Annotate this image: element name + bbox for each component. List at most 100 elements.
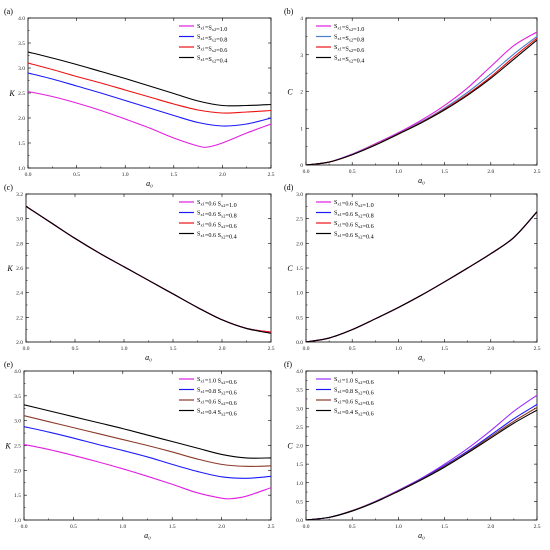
- panel-c-xtick-label: 0.5: [72, 346, 79, 352]
- panel-e-ytick-label: 2.0: [14, 468, 21, 474]
- panel-a-xtick-label: 0.5: [73, 172, 80, 178]
- panel-f-xtick-label: 1.5: [441, 524, 448, 530]
- panel-b-ytick-label: 2: [300, 90, 303, 96]
- panel-a-xtick-label: 2.0: [219, 172, 226, 178]
- panel-f-xtick-label: 2.0: [487, 524, 494, 530]
- panel-d-ytick-label: 3.0: [296, 192, 303, 198]
- panel-c-ytick-label: 2.2: [16, 315, 23, 321]
- panel-b-xtick-label: 0.5: [349, 169, 356, 175]
- panel-b-legend-label: Sx1=Sx2=0.6: [334, 44, 364, 54]
- panel-d-ytick-label: 0.0: [296, 340, 303, 346]
- panel-b-series-line-4: [306, 39, 537, 165]
- panel-f-legend-label: Sx1=0.8 Sx2=0.6: [334, 387, 374, 397]
- panel-e-xtick-label: 1.0: [119, 524, 126, 530]
- panel-a-series-line-1: [28, 90, 271, 148]
- panel-e-label: (e): [4, 360, 13, 369]
- panel-a-ytick-label: 3.5: [18, 41, 25, 47]
- panel-b-xtick-label: 0.0: [303, 169, 310, 175]
- panel-a-legend-label: Sx1=Sx2=0.8: [197, 34, 227, 44]
- panel-d-xtick-label: 0.0: [303, 346, 310, 352]
- panel-f-xtick-label: 1.0: [395, 524, 402, 530]
- panel-d-series-line-4: [306, 211, 537, 342]
- panel-c-xtick-label: 0.0: [23, 346, 30, 352]
- panel-e-ytick-label: 3.5: [14, 394, 21, 400]
- panel-b-xlabel: a₀: [418, 176, 425, 185]
- panel-d-xtick-label: 1.5: [441, 346, 448, 352]
- panel-f-ytick-label: 1.5: [296, 462, 303, 468]
- panel-b-series-line-1: [306, 31, 537, 165]
- panel-f-ytick-label: 3.0: [296, 406, 303, 412]
- panel-e-xtick-label: 0.5: [70, 524, 77, 530]
- panel-c-ytick-label: 2.4: [16, 291, 23, 297]
- panel-d-ytick-label: 1.5: [296, 266, 303, 272]
- panel-d-xtick-label: 2.0: [487, 346, 494, 352]
- panel-e: 0.0 0.5 1.0 1.5 2.0 2.5 1.0 1.5 2.0 2.5 3.0 3.5 4.0(…: [4, 360, 275, 540]
- panel-a-ytick-label: 2.0: [18, 116, 25, 122]
- panel-a-xlabel: a₀: [146, 179, 153, 188]
- panel-f-series-line-3: [306, 407, 537, 520]
- panel-e-legend-label: Sx1=0.8 Sx2=0.6: [197, 387, 237, 397]
- panel-e-legend-label: Sx1=0.6 Sx2=0.6: [197, 397, 237, 407]
- panel-d-legend-label: Sx1=0.6 Sx2=0.6: [334, 220, 374, 230]
- panel-a-ytick-label: 1.5: [18, 141, 25, 147]
- panel-c-xtick-label: 1.5: [170, 346, 177, 352]
- panel-f-ytick-label: 0.0: [296, 518, 303, 524]
- panel-b-ytick-label: 3: [300, 53, 303, 59]
- panel-e-series-line-2: [24, 426, 271, 479]
- panel-d-legend-label: Sx1=0.6 Sx2=0.8: [334, 210, 374, 220]
- panel-b-ytick-label: 0: [300, 163, 303, 169]
- panel-f-label: (f): [284, 360, 292, 369]
- panel-c-legend-label: Sx1=0.6 Sx2=0.4: [197, 231, 237, 241]
- panel-a-ytick-label: 2.5: [18, 91, 25, 97]
- panel-e-xlabel: a₀: [144, 531, 151, 540]
- panel-a-frame: [27, 17, 272, 169]
- panel-c-ytick-label: 3.2: [16, 192, 23, 198]
- panel-a-xtick-label: 1.5: [170, 172, 177, 178]
- panel-d-series-line-2: [306, 211, 537, 342]
- panel-b-ytick-label: 1: [300, 126, 303, 132]
- panel-b-legend-label: Sx1=Sx2=1.0: [334, 23, 364, 33]
- panel-e-ytick-label: 2.5: [14, 444, 21, 450]
- panel-f: 0.0 0.5 1.0 1.5 2.0 2.5 0.0 0.5 1.0 1.5 2.0 2.5 3.0 3…: [284, 360, 541, 540]
- panel-c-xtick-label: 2.0: [219, 346, 226, 352]
- panel-a: 0.0 0.5 1.0 1.5 2.0 2.5 1.0 1.5 2.0 2.5 3.0 3.5 4.0 (…: [4, 7, 275, 188]
- panel-d-xtick-label: 2.5: [534, 346, 541, 352]
- panel-b-label: (b): [284, 7, 294, 16]
- panel-b-ylabel: C: [287, 88, 293, 97]
- panel-f-ytick-label: 0.5: [296, 499, 303, 505]
- panel-f-xlabel: a₀: [418, 531, 425, 540]
- panel-f-ylabel: C: [287, 442, 293, 451]
- panel-d-legend-label: Sx1=0.6 Sx2=0.4: [334, 231, 374, 241]
- panel-a-ytick-label: 1.0: [18, 166, 25, 172]
- panel-e-legend-label: Sx1=0.4 Sx2=0.6: [197, 408, 237, 418]
- panel-a-ytick-label: 3.0: [18, 66, 25, 72]
- panel-a-series-line-2: [28, 72, 271, 127]
- panel-f-xtick-label: 0.0: [303, 524, 310, 530]
- panel-e-ytick-label: 1.5: [14, 493, 21, 499]
- panel-b: 0.0 0.5 1.0 1.5 2.0 2.5 0 1 2 3 4 (b) a₀ C Sx1=Sx2=1.0…: [284, 7, 541, 185]
- panel-f-ytick-label: 2.0: [296, 444, 303, 450]
- panel-c-ytick-label: 2.8: [16, 241, 23, 247]
- panel-f-series-line-2: [306, 404, 537, 520]
- panel-c-label: (c): [4, 183, 13, 192]
- panel-e-legend-label: Sx1=1.0 Sx2=0.6: [197, 376, 237, 386]
- panel-e-series-line-3: [24, 415, 271, 467]
- panel-c-series-line-4: [26, 205, 271, 334]
- panel-f-ytick-label: 1.0: [296, 481, 303, 487]
- panel-c: 0.0 0.5 1.0 1.5 2.0 2.5 2.0 2.2 2.4 2.6 2.8 3.0 3.2(…: [4, 183, 275, 362]
- panel-b-xtick-label: 1.0: [395, 169, 402, 175]
- panel-e-ylabel: K: [4, 442, 11, 451]
- panel-d-xlabel: a₀: [418, 353, 425, 362]
- panel-a-label: (a): [4, 7, 13, 16]
- panel-c-legend-label: Sx1=0.6 Sx2=0.8: [197, 210, 237, 220]
- panel-a-series-line-3: [28, 62, 271, 114]
- panel-c-legend-label: Sx1=0.6 Sx2=0.6: [197, 220, 237, 230]
- panel-b-legend-label: Sx1=Sx2=0.8: [334, 34, 364, 44]
- panel-e-xtick-label: 1.5: [169, 524, 176, 530]
- panel-d-label: (d): [284, 183, 294, 192]
- panel-e-series-line-4: [24, 404, 271, 459]
- panel-f-xtick-label: 0.5: [349, 524, 356, 530]
- panel-f-ytick-label: 3.5: [296, 388, 303, 394]
- panel-a-legend-label: Sx1=Sx2=0.6: [197, 44, 227, 54]
